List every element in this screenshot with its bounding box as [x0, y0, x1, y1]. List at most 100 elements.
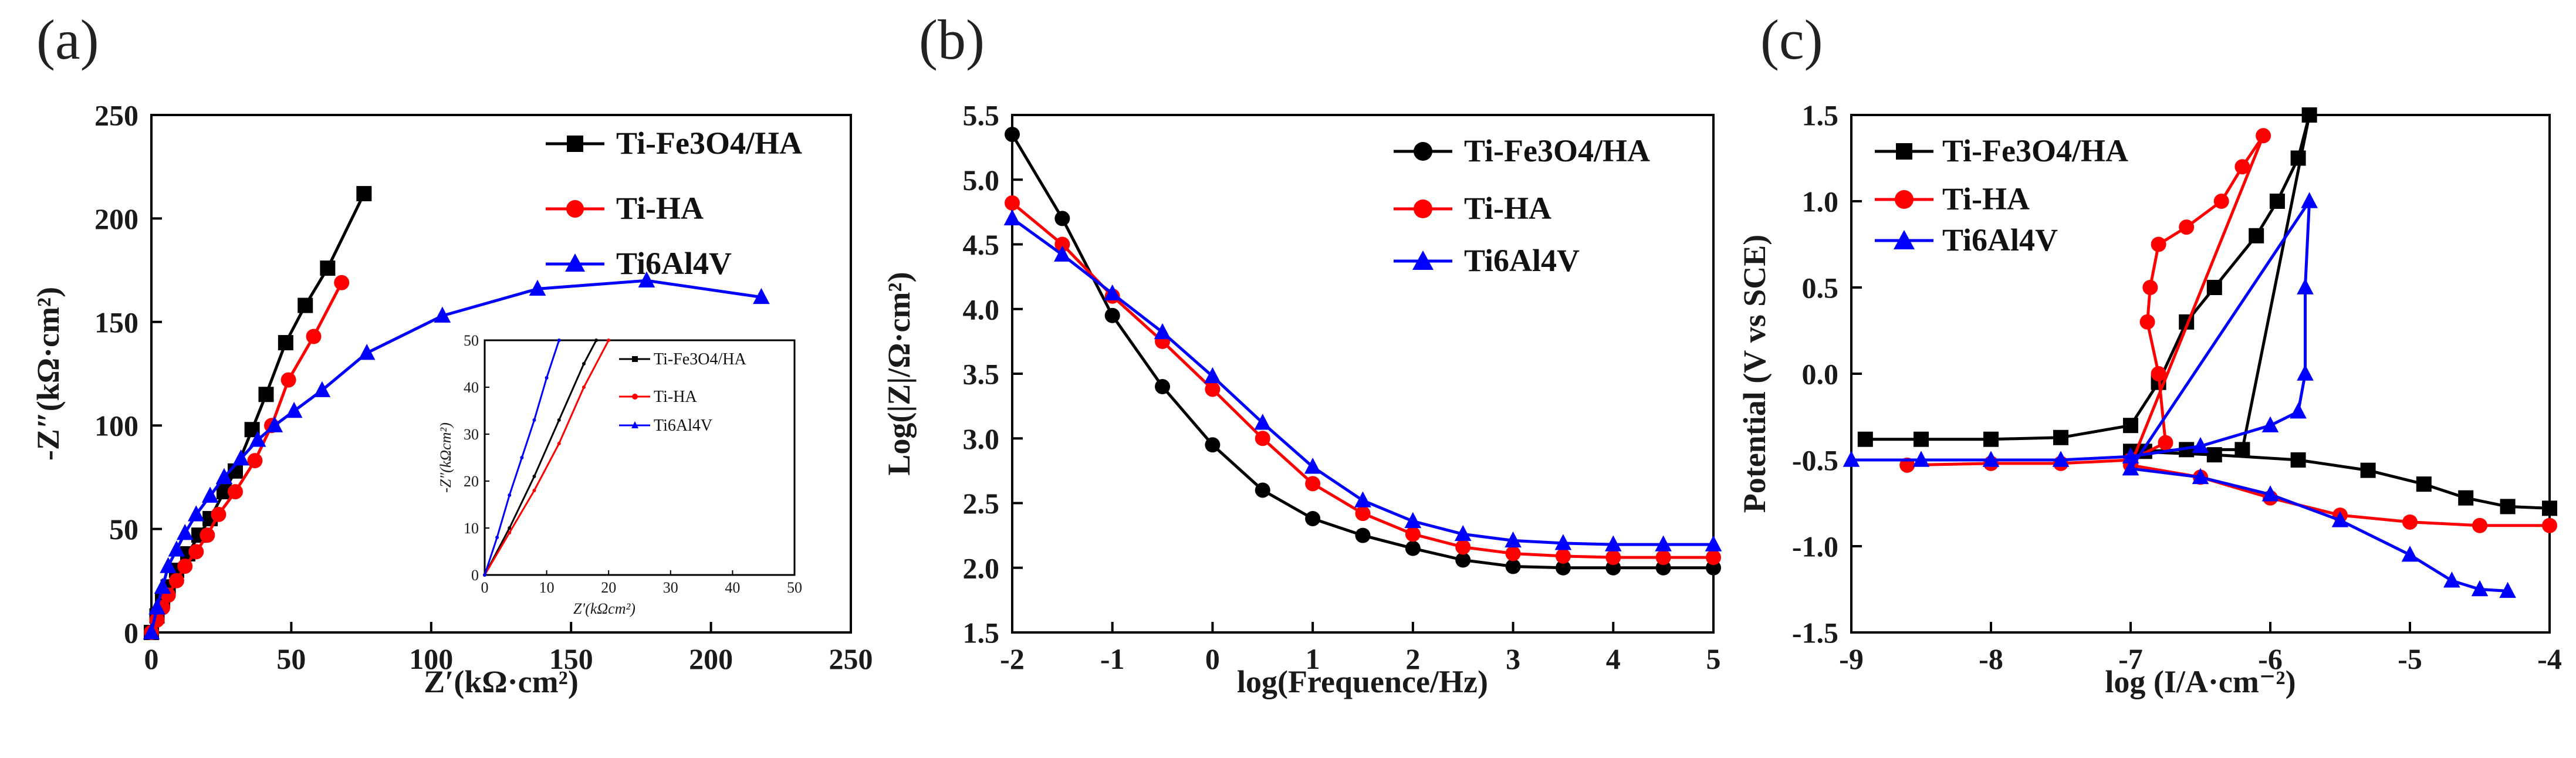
panel-c-series-3-point [1843, 451, 1860, 467]
panel-a-series-2-point [188, 544, 204, 560]
panel-a-series-2-point [306, 329, 322, 344]
panel-c-series-1-point [2458, 490, 2474, 506]
panel-b-series-2-point [1555, 548, 1571, 564]
panel-a-inset-ytick-label: 20 [464, 473, 479, 490]
panel-c-series-2-point [2158, 435, 2173, 451]
panel-a-series-3-point [313, 381, 331, 397]
panel-a-plot-frame [150, 114, 852, 634]
panel-b-series-1-point [1205, 437, 1221, 453]
panel-a-legend-marker-1 [567, 136, 583, 152]
panel-a-legend-marker-3 [565, 253, 585, 272]
panel-a-inset-xlabel: Z′(kΩcm²) [573, 600, 635, 617]
panel-c-series [1843, 107, 2557, 598]
panel-a-series-3-point [176, 524, 194, 540]
panel-b-label: (b) [919, 8, 985, 71]
panel-b: (b) -2 -1 0 1 2 3 4 5 1.5 2.0 2.5 3.0 3.5 4.0 4.5 5.0 5.… [881, 8, 1722, 699]
panel-b-ytick-label: 3.5 [963, 358, 1000, 391]
panel-b-series-2-point [1054, 236, 1070, 252]
panel-c-series-1-point [2290, 150, 2306, 166]
panel-a-inset-legend-marker-3 [631, 421, 638, 428]
panel-c-ytick-label: 1.0 [1802, 185, 1839, 218]
panel-c-series-1-point [2301, 107, 2317, 123]
panel-b-ytick-label: 2.5 [963, 487, 1000, 520]
panel-a-inset-series-3-point [545, 376, 549, 380]
panel-b-series-3-point [1304, 458, 1321, 474]
panel-b-series-2-point [1405, 526, 1421, 542]
panel-c-xtick-label: -6 [2258, 642, 2283, 675]
panel-c-ytick-label: 0.5 [1802, 272, 1839, 304]
panel-b-ticks: -2 -1 0 1 2 3 4 5 1.5 2.0 2.5 3.0 3.5 4.0 4.5 5.0 5.5 [963, 99, 1721, 676]
panel-b-legend-label-1: Ti-Fe3O4/HA [1464, 133, 1650, 168]
panel-c-ticks: -9 -8 -7 -6 -5 -4 -1.5 -1.0 -0.5 0.0 0.5 1.0 1.5 [1792, 99, 2562, 676]
panel-c-series-1-point [1983, 431, 1999, 447]
panel-a-inset-xtick-label: 50 [787, 579, 802, 596]
panel-b-xtick-label: 5 [1706, 642, 1721, 675]
panel-c-series-3-point [2052, 451, 2070, 467]
panel-b-ytick-label: 4.0 [963, 293, 1000, 326]
panel-a-inset-series-2-point [532, 489, 536, 492]
panel-a-inset-series-1-point [582, 362, 586, 366]
panel-c-series-2-point [2234, 159, 2250, 175]
panel-c-series-1-point [2542, 500, 2557, 516]
panel-c-series-1-point [2053, 429, 2068, 445]
panel-a-ytick-label: 150 [94, 306, 138, 339]
panel-a-inset-series-3-point [495, 536, 499, 539]
panel-b-series [1003, 127, 1722, 576]
panel-a-legend-label-2: Ti-HA [616, 191, 704, 226]
panel-a-series-3-point [753, 287, 770, 304]
panel-a-inset-series-1-point [557, 418, 561, 422]
panel-b-series-1-point [1455, 552, 1471, 568]
panel-a-ytick-label: 250 [94, 99, 138, 132]
panel-a-series-3-point [160, 557, 177, 573]
panel-b-series-1-point [1555, 560, 1571, 576]
panel-c-series-2-point [2472, 517, 2487, 533]
panel-b-ytick-label: 4.5 [963, 228, 1000, 261]
panel-a-inset-series-1-line [484, 340, 597, 576]
panel-b-xlabel: log(Frequence/Hz) [1237, 664, 1488, 699]
panel-a-inset: 0 10 20 30 40 50 0 10 20 30 40 50 Z′(kΩcm²) -Z″(kΩc… [437, 332, 802, 617]
panel-b-series-3-point [1554, 534, 1572, 550]
panel-b-series-3-point [1104, 284, 1121, 300]
panel-a-series-2-point [247, 453, 263, 469]
panel-a-series-2-point [228, 484, 244, 500]
panel-a-inset-ytick-label: 0 [471, 567, 479, 584]
panel-b-ytick-label: 5.0 [963, 164, 1000, 197]
panel-a-legend-label-1: Ti-Fe3O4/HA [616, 126, 802, 161]
panel-a-inset-ticks: 0 10 20 30 40 50 0 10 20 30 40 50 [464, 332, 802, 596]
panel-c-series-3-point [2122, 459, 2139, 476]
panel-c-series-1-point [2500, 499, 2516, 515]
panel-c-series-3-point [2443, 571, 2460, 588]
panel-c-series-3-point [2192, 468, 2209, 485]
panel-c-xtick-label: -5 [2398, 642, 2422, 675]
panel-c: (c) -9 -8 -7 -6 -5 -4 -1.5 -1.0 -0.5 0.0 0.5 1.0 1.5… [1737, 8, 2562, 699]
panel-c-series-3-point [2401, 546, 2419, 562]
panel-c-series-3-point [2261, 416, 2279, 432]
panel-b-series-3-point [1404, 512, 1422, 529]
panel-a-inset-legend-label-1: Ti-Fe3O4/HA [654, 350, 746, 368]
panel-c-series-3-point [2297, 278, 2314, 295]
panel-b-ytick-label: 3.0 [963, 422, 1000, 455]
panel-a-series-1-point [298, 297, 313, 313]
panel-c-legend: Ti-Fe3O4/HA Ti-HA Ti6Al4V [1875, 133, 2128, 258]
panel-b-xtick-label: -1 [1100, 642, 1125, 675]
panel-a-series-3-point [434, 306, 451, 323]
panel-b-series-1-point [1155, 379, 1171, 395]
panel-a-series-1-point [258, 387, 274, 402]
panel-b-series-2-point [1655, 550, 1671, 566]
panel-b-series-2-point [1355, 506, 1371, 522]
panel-a-inset-series-2-line [484, 340, 610, 576]
panel-c-series-1-point [2206, 447, 2222, 463]
panel-b-xtick-label: 2 [1405, 642, 1420, 675]
panel-c-series-2-point [2142, 280, 2158, 295]
panel-a-inset-series-1-point [594, 339, 599, 342]
panel-a-legend-label-3: Ti6Al4V [616, 246, 732, 281]
panel-a-inset-xtick-label: 40 [725, 579, 740, 596]
panel-a-inset-xtick-label: 0 [481, 579, 489, 596]
panel-a-inset-series-1-point [508, 526, 512, 530]
panel-b-series-1-point [1104, 307, 1120, 323]
panel-a-inset-legend-marker-2 [632, 394, 638, 400]
panel-a-ytick-label: 100 [94, 410, 138, 442]
panel-a-series-3-point [215, 468, 233, 485]
